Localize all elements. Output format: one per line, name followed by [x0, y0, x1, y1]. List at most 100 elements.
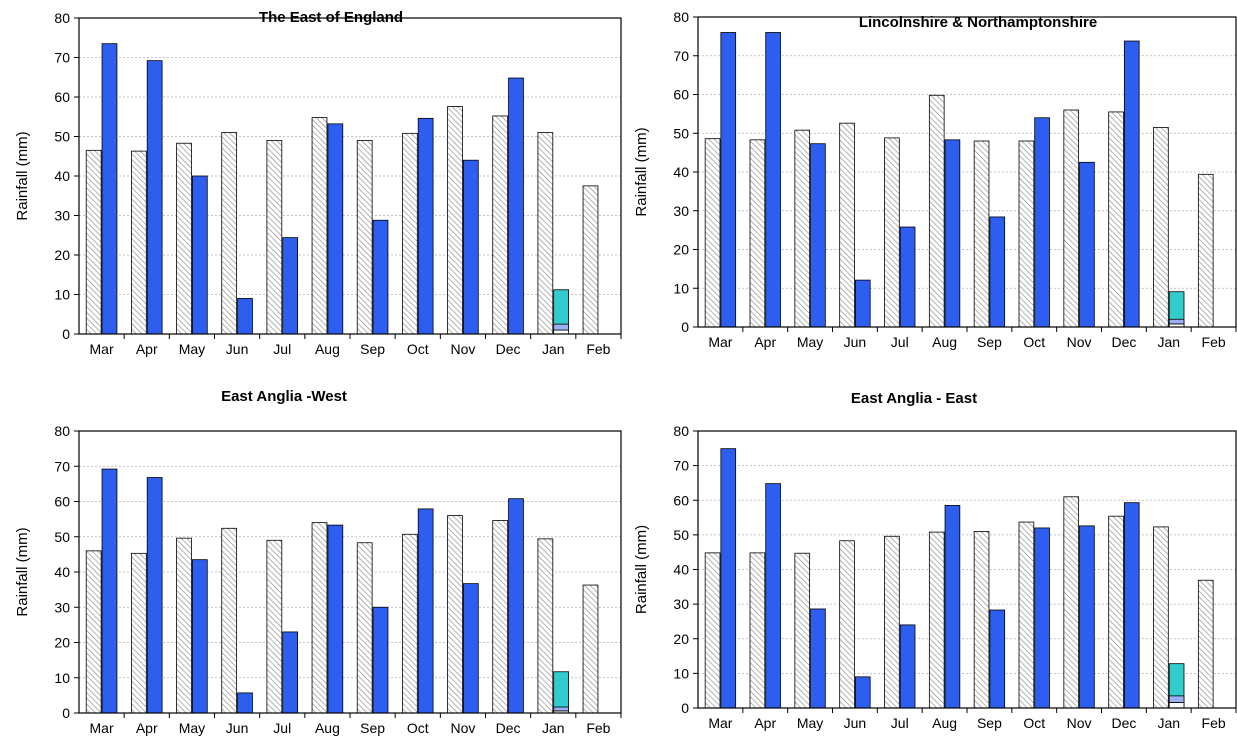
bar-actual-dec [508, 77, 524, 335]
chart-title: East Anglia -West [221, 388, 347, 405]
bar-actual-may [810, 608, 826, 709]
bar-average-jul [266, 539, 283, 714]
x-tick-label: Feb [1202, 715, 1226, 731]
bar-average-feb [1197, 173, 1214, 328]
x-tick-label: Dec [496, 720, 521, 736]
bar-average-nov [447, 106, 463, 335]
y-axis-title: Rainfall (mm) [633, 525, 650, 614]
bar-actual-sep [989, 609, 1006, 709]
x-tick-label: Feb [586, 341, 610, 357]
x-tick-label: Sep [977, 334, 1002, 350]
y-tick-label: 20 [54, 635, 70, 651]
chart-title: East Anglia - East [851, 390, 977, 407]
y-tick-label: 10 [54, 287, 70, 303]
bar-actual-apr [765, 483, 781, 709]
bar-average-mar [85, 149, 102, 335]
bar-current-segment [1168, 702, 1185, 709]
bar-average-oct [1018, 140, 1035, 328]
x-tick-label: Jul [273, 720, 291, 736]
x-tick-label: May [179, 720, 205, 736]
bar-actual-may [191, 175, 208, 335]
bar-average-may [176, 142, 192, 335]
x-tick-label: Mar [90, 720, 114, 736]
x-tick-label: Apr [754, 715, 776, 731]
x-tick-label: Aug [315, 341, 340, 357]
x-tick-label: Dec [1111, 334, 1136, 350]
y-tick-label: 30 [54, 599, 70, 615]
bar-actual-sep [372, 606, 389, 714]
bar-average-aug [928, 94, 945, 328]
x-tick-label: Jul [273, 341, 291, 357]
bar-actual-jun [854, 279, 871, 328]
x-tick-label: Jun [226, 341, 249, 357]
x-tick-label: Nov [450, 341, 475, 357]
bar-actual-nov [1079, 525, 1095, 709]
bar-actual-mar [101, 43, 118, 335]
y-tick-label: 80 [54, 10, 70, 26]
bar-average-dec [492, 520, 509, 714]
x-tick-label: Jun [844, 334, 867, 350]
x-tick-label: Oct [407, 341, 429, 357]
chart-lincolnshire-northamptonshire: Lincolnshire & Northamptonshire Mar Apr May… [633, 9, 1237, 350]
y-tick-label: 0 [62, 326, 70, 342]
bar-actual-apr [146, 60, 163, 335]
bar-average-jun [839, 122, 855, 328]
y-tick-label: 0 [681, 700, 689, 716]
x-tick-label: Nov [450, 720, 475, 736]
x-tick-label: Dec [1111, 715, 1136, 731]
x-tick-label: Aug [315, 720, 340, 736]
x-tick-label: Apr [136, 341, 158, 357]
bar-average-mar [85, 550, 102, 714]
bar-actual-dec [1123, 40, 1140, 328]
x-tick-label: May [179, 341, 205, 357]
y-tick-label: 70 [54, 458, 70, 474]
bar-actual-sep [989, 216, 1006, 328]
bar-average-dec [492, 115, 509, 335]
x-tick-label: Nov [1067, 334, 1092, 350]
x-tick-label: Jul [891, 715, 909, 731]
bar-average-jul [266, 140, 283, 335]
bar-average-apr [130, 150, 147, 335]
x-tick-label: Mar [708, 334, 732, 350]
bar-average-sep [973, 531, 990, 709]
bar-average-jul [884, 535, 900, 709]
bar-average-sep [356, 140, 373, 335]
y-tick-label: 60 [673, 87, 689, 103]
bar-actual-mar [101, 468, 118, 714]
bar-actual-may [810, 143, 826, 328]
bar-average-feb [1197, 579, 1214, 709]
x-tick-label: Oct [1023, 715, 1045, 731]
bar-average-aug [311, 117, 328, 335]
bar-actual-nov [1079, 161, 1095, 328]
x-tick-label: Jun [226, 720, 249, 736]
bar-average-aug [311, 522, 328, 714]
bar-average-feb [582, 185, 599, 335]
bar-average-mar [704, 552, 721, 709]
y-tick-label: 50 [673, 527, 689, 543]
bar-actual-aug [944, 505, 961, 709]
x-tick-label: Sep [977, 715, 1002, 731]
x-tick-label: Apr [136, 720, 158, 736]
bar-actual-may [191, 559, 208, 714]
x-tick-label: Aug [932, 334, 957, 350]
bar-average-feb [582, 584, 599, 714]
y-tick-label: 50 [673, 125, 689, 141]
chart-east-anglia-east: East Anglia - East Mar Apr May Jun Jul Aug Sep O… [633, 390, 1237, 731]
bar-actual-aug [944, 139, 961, 328]
bar-actual-oct [417, 117, 434, 335]
y-tick-label: 70 [673, 48, 689, 64]
bar-average-nov [1063, 109, 1080, 328]
y-tick-label: 70 [54, 50, 70, 66]
x-tick-label: Jan [542, 341, 565, 357]
x-tick-label: Jan [1157, 715, 1180, 731]
bar-actual-mar [720, 448, 737, 709]
bar-average-oct [401, 132, 418, 335]
y-tick-label: 10 [54, 670, 70, 686]
bar-average-sep [356, 542, 373, 714]
bar-actual-jul [899, 624, 916, 709]
x-tick-label: Sep [360, 341, 385, 357]
y-axis-title: Rainfall (mm) [633, 127, 650, 216]
y-tick-label: 0 [681, 319, 689, 335]
y-tick-label: 60 [673, 492, 689, 508]
y-tick-label: 10 [673, 665, 689, 681]
